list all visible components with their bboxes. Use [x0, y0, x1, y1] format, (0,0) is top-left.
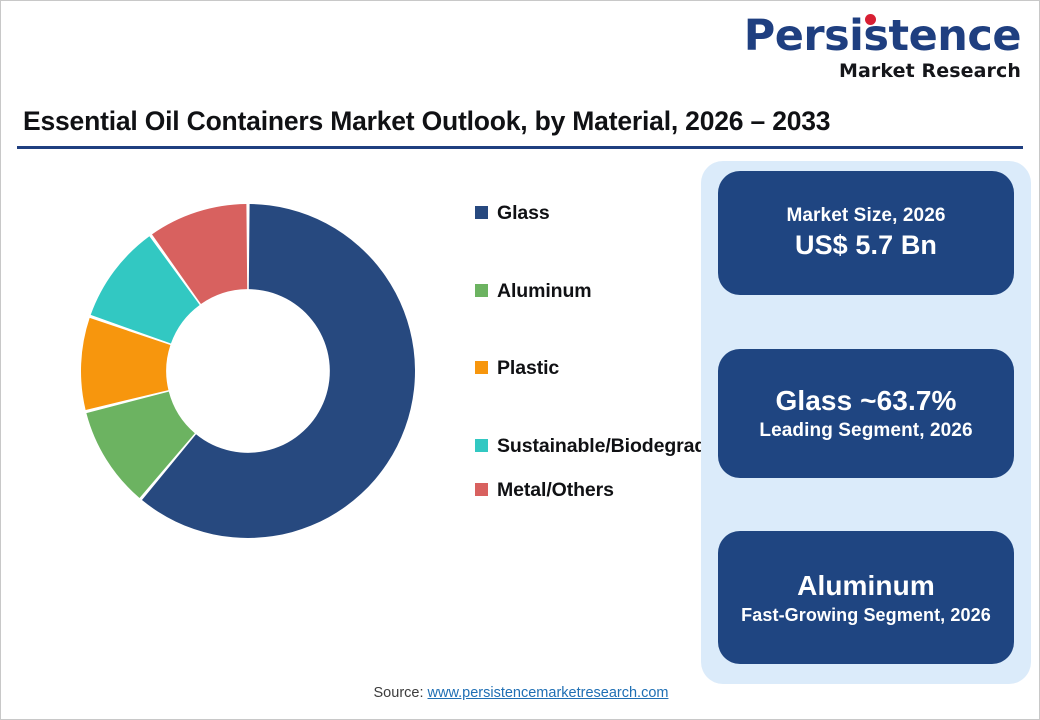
legend-swatch-glass — [475, 206, 488, 219]
donut-slice-aluminum — [86, 391, 195, 498]
stat-card-leading-segment-label: Leading Segment, 2026 — [759, 420, 973, 442]
stat-card-fast-growing-segment-label: Fast-Growing Segment, 2026 — [741, 604, 991, 625]
legend-swatch-aluminum — [475, 283, 488, 297]
legend-label-sustainable: Sustainable/Biodegradable — [497, 435, 745, 458]
legend-label-plastic: Plastic — [497, 357, 560, 380]
stat-card-market-size-value: US$ 5.7 Bn — [794, 229, 938, 260]
title-divider — [17, 146, 1023, 149]
donut-slice-plastic — [81, 317, 171, 410]
logo-dot-icon — [864, 14, 876, 25]
logo-main-text: Persistence — [743, 11, 1022, 61]
donut-slice-metal-others — [152, 204, 248, 305]
legend-swatch-sustainable — [475, 439, 488, 453]
logo-tagline: Market Research — [839, 60, 1021, 82]
source-prefix: Source: — [373, 685, 428, 701]
page-title: Essential Oil Containers Market Outlook,… — [23, 106, 831, 136]
donut-chart-svg — [81, 204, 416, 539]
donut-slice-sustainable-biodegradable — [90, 236, 200, 344]
legend-swatch-plastic — [475, 361, 488, 375]
stats-panel: Market Size, 2026 US$ 5.7 Bn Glass ~63.7… — [701, 161, 1031, 684]
stat-card-fast-growing-segment-value: Aluminum — [797, 570, 935, 602]
donut-slice-glass — [141, 204, 416, 539]
legend-label-metal-others: Metal/Others — [497, 478, 614, 501]
donut-chart — [61, 187, 441, 557]
chart-legend: Glass Aluminum Plastic Sustainable/Biode… — [475, 201, 745, 504]
logo-wordmark: Persistence — [744, 14, 1022, 58]
legend-label-aluminum: Aluminum — [497, 279, 592, 302]
legend-item-plastic: Plastic — [475, 356, 690, 382]
legend-item-aluminum: Aluminum — [475, 279, 690, 305]
stat-card-fast-growing-segment: Aluminum Fast-Growing Segment, 2026 — [718, 531, 1014, 664]
legend-label-glass: Glass — [497, 202, 550, 224]
stat-card-market-size-label: Market Size, 2026 — [786, 204, 946, 226]
stat-card-market-size: Market Size, 2026 US$ 5.7 Bn — [718, 171, 1014, 295]
donut-slices — [81, 204, 416, 539]
stat-card-leading-segment-value: Glass ~63.7% — [775, 385, 957, 417]
legend-swatch-metal-others — [475, 482, 488, 496]
source-link[interactable]: www.persistencemarketresearch.com — [427, 685, 669, 701]
legend-item-metal-others: Metal/Others — [475, 478, 690, 504]
source-line: Source: www.persistencemarketresearch.co… — [1, 685, 1039, 701]
stat-card-leading-segment: Glass ~63.7% Leading Segment, 2026 — [718, 349, 1014, 478]
legend-item-glass: Glass — [475, 201, 690, 227]
brand-logo: Persistence Market Research — [744, 14, 1022, 82]
legend-item-sustainable: Sustainable/Biodegradable — [475, 434, 745, 460]
